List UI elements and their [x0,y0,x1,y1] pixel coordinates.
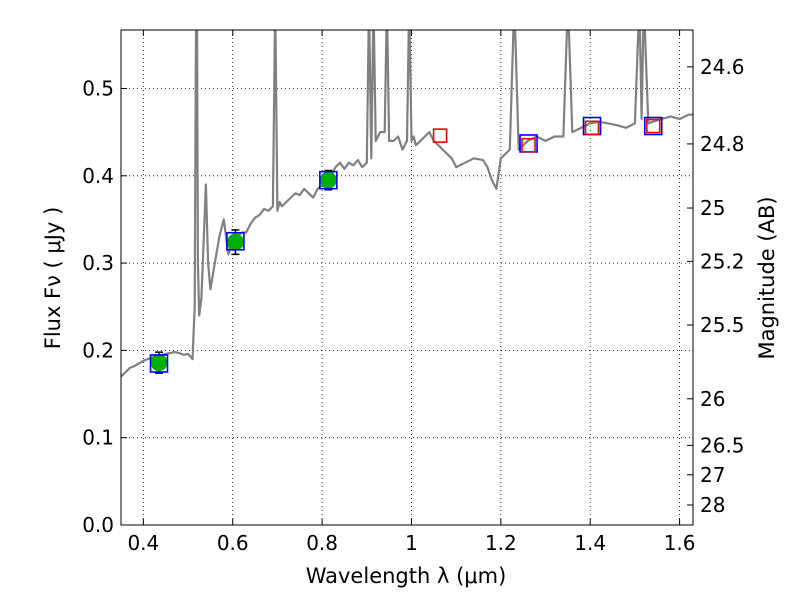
data-area [121,30,693,378]
plot-frame [120,29,694,526]
model-square [643,116,663,136]
right-tick-label: 26.5 [700,433,745,457]
right-tick-label: 25 [700,196,725,220]
right-axis-label: Magnitude (AB) [755,196,779,359]
y-tick-label: 0.1 [82,426,114,450]
spectrum-line [121,30,693,378]
x-tick-label: 0.4 [127,531,159,555]
photometry-point [319,171,337,189]
right-tick-label: 24.8 [700,132,745,156]
x-tick-label: 1.6 [664,531,696,555]
y-tick-label: 0.3 [82,251,114,275]
x-tick-label: 1.2 [485,531,517,555]
right-tick-label: 25.5 [700,313,745,337]
x-tick-label: 1 [405,531,418,555]
model-square [319,170,338,190]
y-tick-label: 0.4 [82,164,114,188]
y-tick-label: 0.2 [82,338,114,362]
right-tick-label: 25.2 [700,249,745,273]
predicted-square [645,118,661,134]
model-square [149,354,169,373]
right-tick-label: 28 [700,493,725,517]
x-tick-label: 0.8 [306,531,338,555]
model-square [226,231,245,251]
predicted-square [584,120,600,136]
y-axis-label: Flux Fν ( μJy ) [41,207,65,350]
photometry-point [150,354,168,372]
x-tick-label: 0.6 [217,531,249,555]
x-axis-label: Wavelength λ (μm) [306,564,507,588]
right-tick-label: 24.6 [700,55,745,79]
photometry-point [226,233,244,251]
y-tick-label: 0.0 [82,513,114,537]
right-tick-label: 26 [700,387,725,411]
x-tick-label: 1.4 [574,531,606,555]
right-tick-label: 27 [700,463,725,487]
axes: 0.4 0.6 0.8 1 1.2 1.4 1.6 0.0 0.1 0.2 0.3 0.4 0.5 24.… [82,30,745,555]
predicted-square [521,137,536,153]
predicted-square [432,128,448,143]
y-tick-label: 0.5 [82,76,114,100]
